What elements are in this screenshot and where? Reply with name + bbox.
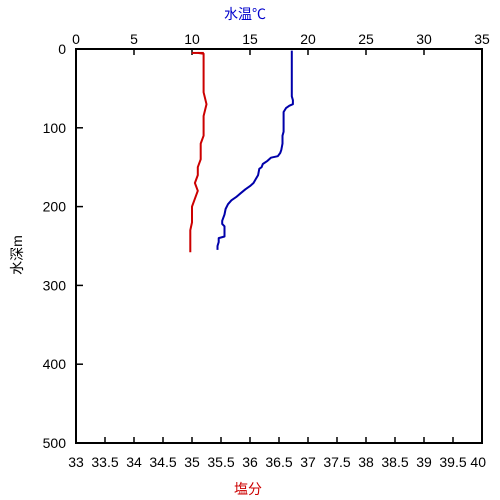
- top-tick-label: 35: [474, 31, 490, 47]
- top-tick-label: 30: [416, 31, 432, 47]
- top-axis-label: 水温℃: [224, 6, 266, 22]
- bottom-tick-label: 37.5: [323, 454, 350, 470]
- bottom-tick-label: 34: [126, 454, 142, 470]
- top-tick-label: 25: [358, 31, 374, 47]
- y-axis-label: 水深m: [9, 235, 25, 275]
- top-axis-ticks: 0 5 10 15 20 25 30 35: [72, 31, 490, 55]
- temperature-series-line: [216, 50, 294, 250]
- bottom-tick-label: 40: [470, 454, 486, 470]
- bottom-tick-label: 33: [68, 454, 84, 470]
- top-tick-label: 5: [130, 31, 138, 47]
- bottom-tick-label: 39: [416, 454, 432, 470]
- bottom-axis-ticks: 33 33.5 34 34.5 35 35.5 36 36.5 37 37.5 38 38.5 39 39…: [68, 437, 486, 470]
- bottom-tick-label: 38.5: [381, 454, 408, 470]
- left-tick-label: 0: [58, 41, 66, 57]
- bottom-tick-label: 36: [242, 454, 258, 470]
- left-axis-ticks: 0 100 200 300 400 500: [43, 41, 83, 451]
- bottom-tick-label: 37: [300, 454, 316, 470]
- bottom-tick-label: 33.5: [91, 454, 118, 470]
- left-tick-label: 100: [43, 120, 67, 136]
- bottom-tick-label: 36.5: [265, 454, 292, 470]
- bottom-tick-label: 35: [184, 454, 200, 470]
- top-tick-label: 15: [242, 31, 258, 47]
- salinity-series-line: [189, 51, 208, 253]
- top-tick-label: 20: [300, 31, 316, 47]
- bottom-tick-label: 39.5: [439, 454, 466, 470]
- bottom-tick-label: 35.5: [207, 454, 234, 470]
- plot-frame: [75, 48, 483, 444]
- left-tick-label: 200: [43, 199, 67, 215]
- series-layer: [189, 50, 294, 253]
- bottom-tick-label: 38: [358, 454, 374, 470]
- bottom-axis-label: 塩分: [234, 481, 262, 497]
- bottom-tick-label: 34.5: [149, 454, 176, 470]
- left-tick-label: 500: [43, 435, 67, 451]
- left-tick-label: 400: [43, 356, 67, 372]
- plot-border: [75, 48, 483, 444]
- left-tick-label: 300: [43, 277, 67, 293]
- top-tick-label: 0: [72, 31, 80, 47]
- top-tick-label: 10: [184, 31, 200, 47]
